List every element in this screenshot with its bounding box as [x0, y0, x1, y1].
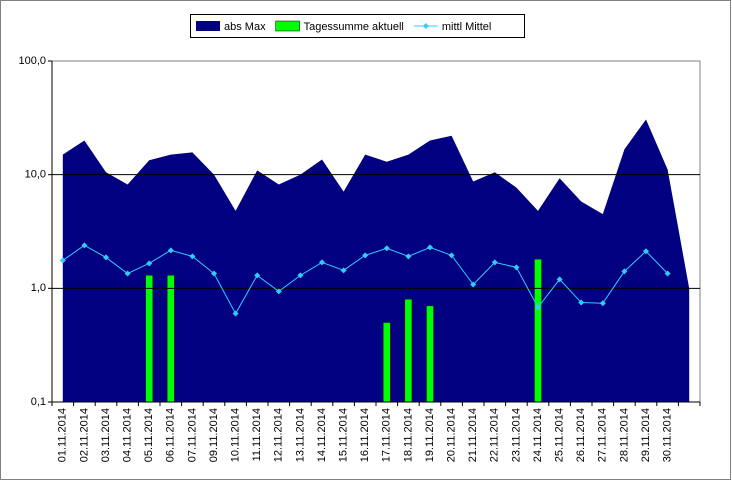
x-tick-label: 27.11.2014: [597, 408, 609, 462]
bar: [145, 275, 153, 403]
x-tick-label: 10.11.2014: [230, 408, 242, 462]
x-tick-label: 26.11.2014: [575, 408, 587, 462]
x-tick-label: 30.11.2014: [662, 408, 674, 462]
legend-swatch: [275, 20, 300, 32]
bar: [426, 305, 434, 403]
area: [62, 119, 690, 402]
y-tick-label: 10,0: [25, 169, 46, 181]
x-tick-label: 20.11.2014: [446, 408, 458, 462]
marker: [124, 270, 131, 277]
marker: [254, 272, 261, 279]
marker: [643, 248, 649, 255]
marker: [297, 272, 304, 279]
marker: [427, 244, 433, 251]
x-tick-label: 14.11.2014: [316, 408, 328, 462]
marker: [448, 252, 455, 259]
x-tick-label: 03.11.2014: [100, 408, 112, 462]
x-tick-label: 29.11.2014: [640, 408, 652, 462]
marker: [146, 260, 153, 267]
marker: [664, 270, 671, 277]
marker: [621, 268, 628, 275]
marker: [167, 247, 174, 254]
marker: [513, 264, 520, 271]
y-tick-label: 100,0: [18, 55, 46, 67]
marker: [383, 245, 390, 252]
x-tick-label: 18.11.2014: [402, 408, 414, 462]
marker: [491, 259, 498, 266]
y-tick-label: 0,1: [31, 396, 46, 408]
marker: [59, 257, 66, 264]
marker: [405, 253, 412, 260]
x-tick-label: 16.11.2014: [359, 408, 371, 462]
x-tick-label: 04.11.2014: [122, 408, 134, 462]
legend-label: abs Max: [224, 21, 266, 33]
legend-marker: [422, 23, 429, 29]
marker: [578, 299, 585, 306]
legend-label: mittl Mittel: [442, 21, 492, 33]
x-tick-label: 07.11.2014: [186, 408, 198, 462]
x-tick-label: 25.11.2014: [554, 408, 566, 462]
x-tick-label: 15.11.2014: [338, 408, 350, 462]
marker: [103, 254, 109, 261]
x-tick-label: 09.11.2014: [208, 408, 220, 462]
marker: [362, 252, 369, 259]
bar: [383, 322, 391, 403]
x-tick-label: 22.11.2014: [489, 408, 501, 462]
legend-box: [190, 14, 525, 38]
x-tick-label: 13.11.2014: [294, 408, 306, 462]
marker: [535, 304, 541, 311]
legend-swatch: [196, 21, 220, 31]
x-tick-label: 01.11.2014: [57, 408, 69, 462]
x-tick-label: 28.11.2014: [618, 408, 630, 462]
marker: [340, 267, 347, 274]
bar: [534, 259, 542, 403]
y-tick-label: 1,0: [31, 282, 46, 294]
legend-label: Tagessumme aktuell: [304, 21, 404, 33]
marker: [470, 281, 477, 288]
x-tick-label: 05.11.2014: [143, 408, 155, 462]
bar: [404, 299, 413, 403]
marker: [275, 288, 282, 295]
x-tick-label: 02.11.2014: [78, 408, 90, 462]
x-tick-label: 11.11.2014: [251, 408, 263, 461]
marker: [556, 276, 563, 283]
marker: [211, 270, 217, 277]
marker: [189, 253, 196, 260]
x-tick-label: 12.11.2014: [273, 408, 285, 462]
x-tick-label: 24.11.2014: [532, 408, 544, 462]
bar: [167, 275, 175, 403]
marker: [232, 310, 239, 317]
x-tick-label: 17.11.2014: [381, 408, 393, 462]
marker: [81, 242, 88, 249]
x-tick-label: 21.11.2014: [467, 408, 479, 462]
x-tick-label: 06.11.2014: [165, 408, 177, 462]
x-tick-label: 23.11.2014: [510, 408, 522, 462]
marker: [319, 259, 325, 266]
marker: [599, 300, 606, 307]
x-tick-label: 19.11.2014: [424, 408, 436, 462]
